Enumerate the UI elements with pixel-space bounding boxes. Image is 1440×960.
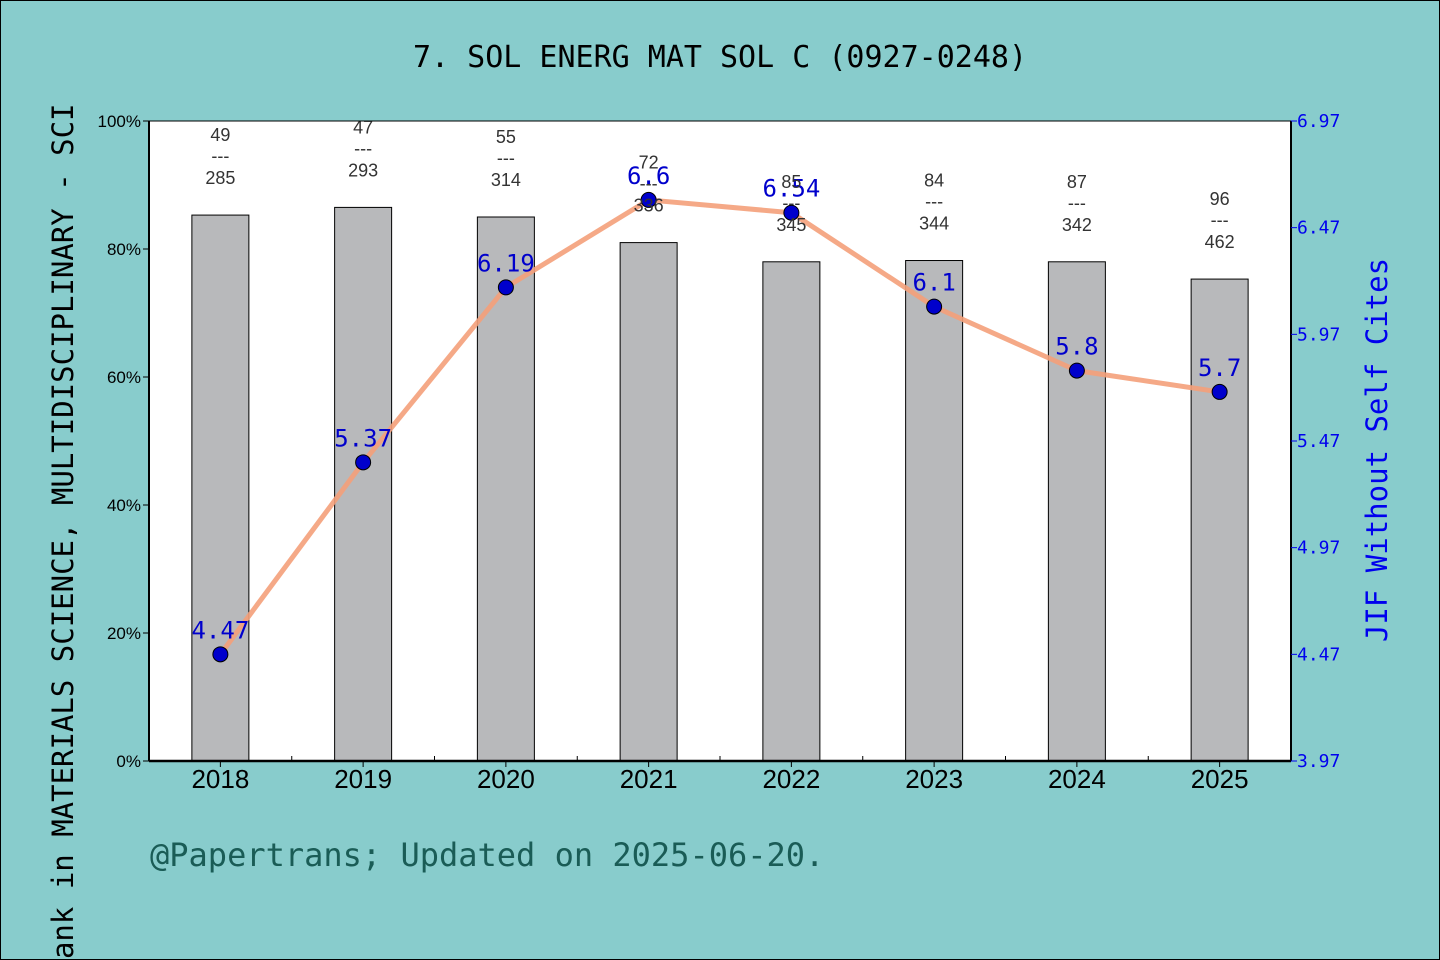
y-tick-label-right: 5.97 <box>1297 324 1340 345</box>
rank-separator-2022: --- <box>782 193 800 213</box>
rank-total-2019: 293 <box>348 160 378 180</box>
jif-line <box>217 197 1223 657</box>
rank-total-2025: 462 <box>1205 232 1235 252</box>
bar-2025 <box>1190 278 1249 762</box>
rank-total-2021: 336 <box>634 196 664 216</box>
rank-label-2018: 49 <box>210 125 230 145</box>
y-tick-label-right: 3.97 <box>1297 751 1340 772</box>
jif-label-2020: 6.19 <box>477 249 535 277</box>
bar-2024 <box>1047 261 1106 762</box>
rank-label-2022: 85 <box>781 172 801 192</box>
y-tick-label-right: 6.97 <box>1297 111 1340 132</box>
jif-point-2020 <box>497 279 514 296</box>
bar-2020 <box>476 216 535 762</box>
jif-point-2019 <box>355 454 372 471</box>
y-tick-label-left: 0% <box>116 752 141 771</box>
bar-2022 <box>762 261 821 762</box>
y-tick-label-left: 60% <box>107 368 141 387</box>
x-tick-label-2020: 2020 <box>477 764 535 794</box>
rank-label-2019: 47 <box>353 117 373 137</box>
rank-total-2020: 314 <box>491 170 521 190</box>
footer-note: @Papertrans; Updated on 2025-06-20. <box>150 836 824 874</box>
jif-label-2022: 6.54 <box>762 175 820 203</box>
axes-group: 0% 20% 40% 60% 80% 100% 3.97 4.47 4.97 5.47 5.97 6.… <box>98 111 1341 794</box>
y-axis-left-label: Rank in MATERIALS SCIENCE, MULTIDISCIPLI… <box>46 104 80 960</box>
y-tick-label-right: 5.47 <box>1297 431 1340 452</box>
rank-label-2023: 84 <box>924 171 944 191</box>
bar-2021 <box>619 242 678 762</box>
y-tick-label-right: 4.97 <box>1297 538 1340 559</box>
jif-label-2025: 5.7 <box>1198 354 1241 382</box>
y-tick-label-right: 6.47 <box>1297 218 1340 239</box>
rank-label-2024: 87 <box>1067 172 1087 192</box>
rank-total-2023: 344 <box>919 214 949 234</box>
rank-total-2022: 345 <box>776 215 806 235</box>
jif-point-2024 <box>1068 362 1085 379</box>
rank-separator-2018: --- <box>211 146 229 166</box>
y-tick-label-left: 20% <box>107 624 141 643</box>
rank-separator-2024: --- <box>1068 193 1086 213</box>
x-tick-label-2023: 2023 <box>905 764 963 794</box>
jif-label-2021: 6.6 <box>627 162 670 190</box>
rank-separator-2023: --- <box>925 192 943 212</box>
x-tick-label-2022: 2022 <box>762 764 820 794</box>
rank-total-2024: 342 <box>1062 215 1092 235</box>
y-tick-label-left: 40% <box>107 496 141 515</box>
jif-point-2022 <box>783 204 800 221</box>
rank-separator-2021: --- <box>640 174 658 194</box>
line-group: 4.47 5.37 6.19 6.6 6.54 6.1 5.8 5.7 <box>191 162 1241 663</box>
rank-label-2021: 72 <box>639 153 659 173</box>
x-tick-label-2025: 2025 <box>1191 764 1249 794</box>
rank-label-2020: 55 <box>496 127 516 147</box>
rank-separator-2025: --- <box>1211 210 1229 230</box>
bar-2018 <box>191 214 250 762</box>
jif-point-2018 <box>212 646 229 663</box>
jif-point-2021 <box>640 191 657 208</box>
bar-2019 <box>334 206 393 762</box>
jif-label-2024: 5.8 <box>1055 333 1098 361</box>
rank-total-2018: 285 <box>205 168 235 188</box>
x-tick-label-2021: 2021 <box>620 764 678 794</box>
x-tick-label-2024: 2024 <box>1048 764 1106 794</box>
rank-label-2025: 96 <box>1210 189 1230 209</box>
labels-group: 49---28547---29355---31472---33685---345… <box>205 117 1234 252</box>
jif-label-2018: 4.47 <box>191 616 249 644</box>
jif-label-2023: 6.1 <box>912 269 955 297</box>
y-tick-label-left: 80% <box>107 240 141 259</box>
y-tick-label-right: 4.47 <box>1297 644 1340 665</box>
x-tick-label-2019: 2019 <box>334 764 392 794</box>
rank-separator-2019: --- <box>354 138 372 158</box>
y-tick-label-left: 100% <box>98 112 141 131</box>
plot-area <box>149 121 1291 761</box>
rank-separator-2020: --- <box>497 148 515 168</box>
bar-2023 <box>905 260 964 762</box>
x-tick-label-2018: 2018 <box>191 764 249 794</box>
jif-label-2019: 5.37 <box>334 424 392 452</box>
chart-title: 7. SOL ENERG MAT SOL C (0927-0248) <box>413 40 1027 75</box>
y-axis-right-label: JIF Without Self Cites <box>1360 258 1394 642</box>
jif-point-2023 <box>926 298 943 315</box>
jif-point-2025 <box>1211 383 1228 400</box>
